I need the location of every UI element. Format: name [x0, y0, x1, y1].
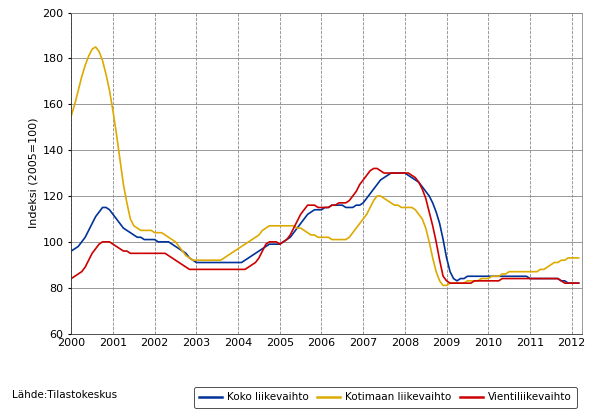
Y-axis label: Indeksi (2005=100): Indeksi (2005=100) — [29, 118, 39, 228]
Koko liikevaihto — [387, 171, 394, 176]
Vientiliikevaihto — [474, 279, 481, 284]
Koko liikevaihto — [575, 281, 582, 286]
Vientiliikevaihto — [346, 198, 353, 203]
Vientiliikevaihto — [203, 267, 210, 272]
Line: Koko liikevaihto: Koko liikevaihto — [71, 173, 579, 283]
Line: Kotimaan liikevaihto: Kotimaan liikevaihto — [71, 47, 579, 285]
Kotimaan liikevaihto — [440, 283, 447, 288]
Vientiliikevaihto — [422, 196, 429, 201]
Vientiliikevaihto — [231, 267, 238, 272]
Kotimaan liikevaihto — [207, 258, 214, 263]
Kotimaan liikevaihto — [474, 279, 481, 284]
Legend: Koko liikevaihto, Kotimaan liikevaihto, Vientiliikevaihto: Koko liikevaihto, Kotimaan liikevaihto, … — [194, 387, 577, 408]
Kotimaan liikevaihto — [575, 255, 582, 260]
Vientiliikevaihto — [467, 281, 475, 286]
Vientiliikevaihto — [447, 281, 454, 286]
Koko liikevaihto — [471, 274, 478, 279]
Kotimaan liikevaihto — [92, 44, 99, 49]
Vientiliikevaihto — [68, 276, 75, 281]
Koko liikevaihto — [68, 249, 75, 254]
Kotimaan liikevaihto — [422, 226, 429, 231]
Text: Lähde:Tilastokeskus: Lähde:Tilastokeskus — [12, 390, 117, 400]
Vientiliikevaihto — [575, 281, 582, 286]
Koko liikevaihto — [422, 189, 429, 194]
Koko liikevaihto — [231, 260, 238, 265]
Koko liikevaihto — [464, 274, 471, 279]
Kotimaan liikevaihto — [235, 246, 242, 251]
Kotimaan liikevaihto — [68, 113, 75, 118]
Vientiliikevaihto — [370, 166, 377, 171]
Koko liikevaihto — [346, 205, 353, 210]
Kotimaan liikevaihto — [467, 279, 475, 284]
Koko liikevaihto — [203, 260, 210, 265]
Kotimaan liikevaihto — [349, 230, 356, 235]
Line: Vientiliikevaihto: Vientiliikevaihto — [71, 168, 579, 283]
Koko liikevaihto — [565, 281, 572, 286]
